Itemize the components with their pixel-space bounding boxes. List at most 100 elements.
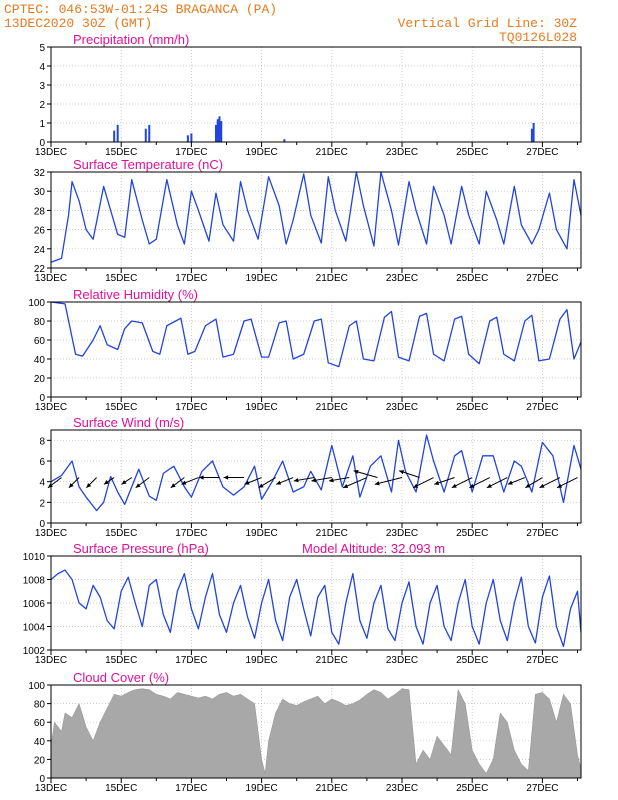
y-tick-label: 28: [34, 206, 46, 217]
x-tick-label: 15DEC: [105, 273, 137, 284]
panel-title-cloud: Cloud Cover (%): [73, 670, 169, 685]
x-tick-label: 23DEC: [386, 402, 418, 413]
x-tick-label: 21DEC: [316, 783, 348, 794]
wind-arrow-head: [451, 483, 457, 488]
y-tick-label: 3: [39, 81, 45, 92]
x-tick-label: 21DEC: [316, 402, 348, 413]
header-date: 13DEC2020 30Z (GMT): [4, 16, 152, 31]
precip-bar: [144, 128, 147, 142]
y-tick-label: 40: [34, 355, 46, 366]
y-tick-label: 1004: [23, 623, 46, 634]
wind-arrow-head: [276, 480, 282, 485]
y-tick-label: 32: [34, 168, 46, 179]
wind-arrow-head: [293, 478, 299, 483]
y-tick-label: 2: [39, 100, 45, 111]
x-tick-label: 21DEC: [316, 147, 348, 158]
wind-arrow-head: [434, 480, 440, 485]
wind-arrow-head: [199, 475, 204, 480]
wind-arrow-head: [47, 483, 53, 488]
y-tick-label: 2: [39, 498, 45, 509]
x-tick-label: 27DEC: [526, 273, 558, 284]
panel-title-precip: Precipitation (mm/h): [73, 32, 189, 47]
panel-title-temp: Surface Temperature (nC): [73, 157, 223, 172]
header-grid-note: Vertical Grid Line: 30Z: [398, 16, 578, 31]
y-tick-label: 1002: [23, 646, 46, 657]
y-tick-label: 20: [34, 755, 46, 766]
x-tick-label: 19DEC: [245, 402, 277, 413]
x-tick-label: 15DEC: [105, 402, 137, 413]
precip-bar: [190, 133, 193, 142]
precip-bar: [216, 119, 219, 142]
wind-arrow-head: [557, 483, 563, 488]
x-tick-label: 13DEC: [35, 402, 67, 413]
precip-bar: [214, 124, 217, 142]
x-tick-label: 13DEC: [35, 783, 67, 794]
x-tick-label: 17DEC: [175, 783, 207, 794]
x-tick-label: 25DEC: [456, 147, 488, 158]
x-tick-label: 17DEC: [175, 402, 207, 413]
y-tick-label: 100: [28, 298, 45, 309]
wind-arrow-head: [258, 483, 264, 488]
x-tick-label: 19DEC: [245, 147, 277, 158]
y-tick-label: 0: [39, 519, 45, 530]
x-tick-label: 27DEC: [526, 655, 558, 666]
wind-arrow-head: [525, 483, 531, 488]
x-tick-label: 25DEC: [456, 783, 488, 794]
precip-bar: [220, 121, 223, 142]
x-tick-label: 17DEC: [175, 147, 207, 158]
plot-frame: [50, 555, 582, 651]
rh-line: [50, 301, 582, 368]
wind-arrow-head: [539, 483, 545, 488]
y-tick-label: 60: [34, 718, 46, 729]
y-tick-label: 1008: [23, 576, 46, 587]
header-station: CPTEC: 046:53W-01:24S BRAGANCA (PA): [4, 2, 277, 17]
y-tick-label: 40: [34, 737, 46, 748]
wind-arrow-head: [121, 480, 127, 485]
x-tick-label: 17DEC: [175, 655, 207, 666]
panel-title-wind: Surface Wind (m/s): [73, 415, 184, 430]
x-tick-label: 15DEC: [105, 147, 137, 158]
y-tick-label: 30: [34, 187, 46, 198]
precip-bar: [218, 116, 221, 142]
y-tick-label: 24: [34, 245, 46, 256]
y-tick-label: 100: [28, 681, 45, 692]
x-tick-label: 17DEC: [175, 528, 207, 539]
plot-frame: [50, 429, 582, 524]
wind-arrow-head: [223, 475, 229, 480]
wind-arrow-head: [244, 480, 250, 485]
wind-arrow-head: [413, 483, 419, 488]
x-tick-label: 13DEC: [35, 655, 67, 666]
x-tick-label: 25DEC: [456, 402, 488, 413]
panel-rh: 0 20 40 60 80 100 13DEC 15DEC 17DEC 19DEC 21DEC 23D…: [28, 287, 582, 413]
y-tick-label: 1006: [23, 599, 46, 610]
panel-title-rh: Relative Humidity (%): [73, 287, 198, 302]
wind-arrow-head: [170, 483, 176, 488]
precip-bar: [116, 124, 119, 142]
x-tick-label: 17DEC: [175, 273, 207, 284]
temp-line: [50, 171, 582, 263]
wind-arrow-head: [343, 483, 349, 488]
y-tick-label: 8: [39, 436, 45, 447]
y-tick-label: 6: [39, 457, 45, 468]
x-tick-label: 23DEC: [386, 147, 418, 158]
precip-bar: [283, 139, 286, 142]
x-tick-label: 23DEC: [386, 655, 418, 666]
wind-line: [50, 434, 582, 512]
wind-arrow-head: [103, 480, 109, 485]
x-tick-label: 13DEC: [35, 147, 67, 158]
y-tick-label: 1: [39, 119, 45, 130]
wind-arrow-head: [328, 478, 334, 483]
y-tick-label: 0: [39, 774, 45, 785]
header-model: TQ0126L028: [499, 30, 577, 45]
x-tick-label: 15DEC: [105, 655, 137, 666]
precip-bar: [530, 128, 533, 142]
y-tick-label: 80: [34, 317, 46, 328]
precip-bar: [113, 130, 116, 142]
plot-frame: [50, 171, 582, 269]
wind-arrow-head: [86, 483, 92, 488]
wind-arrow-head: [374, 481, 380, 486]
y-tick-label: 4: [39, 478, 45, 489]
y-tick-label: 80: [34, 700, 46, 711]
cloud-area: [50, 688, 582, 779]
x-tick-label: 19DEC: [245, 655, 277, 666]
